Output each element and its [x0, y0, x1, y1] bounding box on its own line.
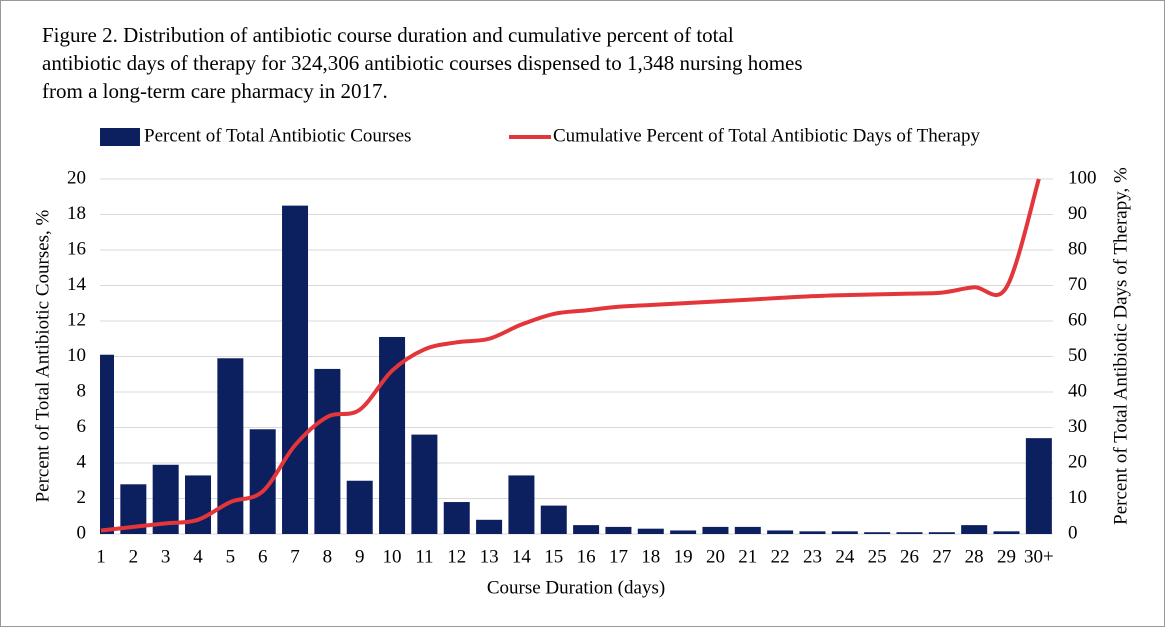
y2-tick-label: 30 [1068, 416, 1087, 437]
y-tick-label: 4 [77, 451, 87, 472]
x-tick-label: 3 [161, 546, 171, 567]
x-tick-label: 27 [932, 546, 951, 567]
bar [767, 530, 794, 534]
x-tick-label: 16 [577, 546, 596, 567]
y2-tick-label: 100 [1068, 167, 1097, 188]
y-axis-label: Percent of Total Antibiotic Courses, % [32, 209, 53, 502]
bar [734, 526, 761, 534]
plot-area [100, 178, 1052, 534]
bar [573, 525, 600, 534]
bar [1025, 438, 1052, 534]
x-tick-label: 20 [706, 546, 725, 567]
x-tick-label: 17 [609, 546, 628, 567]
bar [670, 530, 697, 534]
x-tick-label: 12 [447, 546, 466, 567]
y2-tick-label: 50 [1068, 345, 1087, 366]
y2-tick-label: 60 [1068, 309, 1087, 330]
bar [702, 526, 729, 534]
y-tick-label: 14 [67, 274, 87, 295]
bar [799, 531, 826, 534]
bar [508, 475, 535, 534]
bar [314, 368, 341, 534]
x-tick-label: 22 [771, 546, 790, 567]
bar [540, 505, 567, 534]
bar [346, 480, 373, 534]
bar [443, 502, 470, 534]
x-tick-label: 30+ [1024, 546, 1054, 567]
x-tick-label: 1 [96, 546, 106, 567]
y-tick-label: 16 [67, 238, 86, 259]
legend-label: Cumulative Percent of Total Antibiotic D… [553, 125, 980, 146]
x-tick-label: 6 [258, 546, 268, 567]
x-tick-label: 8 [323, 546, 333, 567]
bar [379, 336, 406, 534]
bar [928, 532, 955, 534]
y-tick-label: 2 [77, 487, 87, 508]
y-tick-label: 6 [77, 416, 87, 437]
y2-tick-label: 80 [1068, 238, 1087, 259]
y2-tick-label: 70 [1068, 274, 1087, 295]
bar [637, 528, 664, 534]
y2-tick-label: 40 [1068, 380, 1087, 401]
x-tick-label: 13 [480, 546, 499, 567]
bar [993, 531, 1020, 534]
y2-axis-label: Percent of Total Antibiotic Days of Ther… [1110, 167, 1131, 525]
y-tick-label: 0 [77, 522, 87, 543]
x-tick-label: 26 [900, 546, 919, 567]
x-tick-label: 18 [641, 546, 660, 567]
x-tick-label: 11 [415, 546, 433, 567]
bar [864, 532, 891, 534]
x-axis-label: Course Duration (days) [487, 577, 665, 598]
line [100, 178, 1041, 533]
y2-tick-label: 0 [1068, 522, 1078, 543]
y-tick-label: 10 [67, 345, 86, 366]
chart-title: antibiotic days of therapy for 324,306 a… [42, 51, 803, 75]
bar [282, 205, 309, 534]
bar [896, 532, 923, 534]
x-tick-label: 15 [544, 546, 563, 567]
bar [476, 519, 503, 534]
y2-tick-label: 10 [1068, 487, 1087, 508]
y2-tick-label: 20 [1068, 451, 1087, 472]
y2-tick-label: 90 [1068, 203, 1087, 224]
bar [961, 525, 988, 534]
x-tick-label: 23 [803, 546, 822, 567]
y-tick-label: 12 [67, 309, 86, 330]
bar [100, 354, 114, 534]
x-tick-label: 24 [835, 546, 855, 567]
bar [831, 531, 858, 534]
x-tick-label: 25 [868, 546, 887, 567]
x-tick-label: 10 [383, 546, 402, 567]
chart-title: from a long-term care pharmacy in 2017. [42, 79, 388, 103]
x-tick-label: 7 [290, 546, 300, 567]
bar [185, 475, 212, 534]
chart-title: Figure 2. Distribution of antibiotic cou… [42, 23, 734, 47]
x-tick-label: 9 [355, 546, 365, 567]
x-tick-label: 5 [226, 546, 236, 567]
bar [605, 526, 632, 534]
y-tick-label: 8 [77, 380, 87, 401]
x-tick-label: 2 [129, 546, 139, 567]
x-tick-label: 14 [512, 546, 532, 567]
x-tick-label: 4 [193, 546, 203, 567]
y-tick-label: 20 [67, 167, 86, 188]
y-tick-label: 18 [67, 203, 86, 224]
x-tick-label: 19 [674, 546, 693, 567]
x-tick-label: 28 [965, 546, 984, 567]
legend-label: Percent of Total Antibiotic Courses [144, 125, 411, 146]
x-tick-label: 21 [738, 546, 757, 567]
legend-swatch [100, 128, 140, 146]
x-tick-label: 29 [997, 546, 1016, 567]
bar [411, 434, 438, 534]
